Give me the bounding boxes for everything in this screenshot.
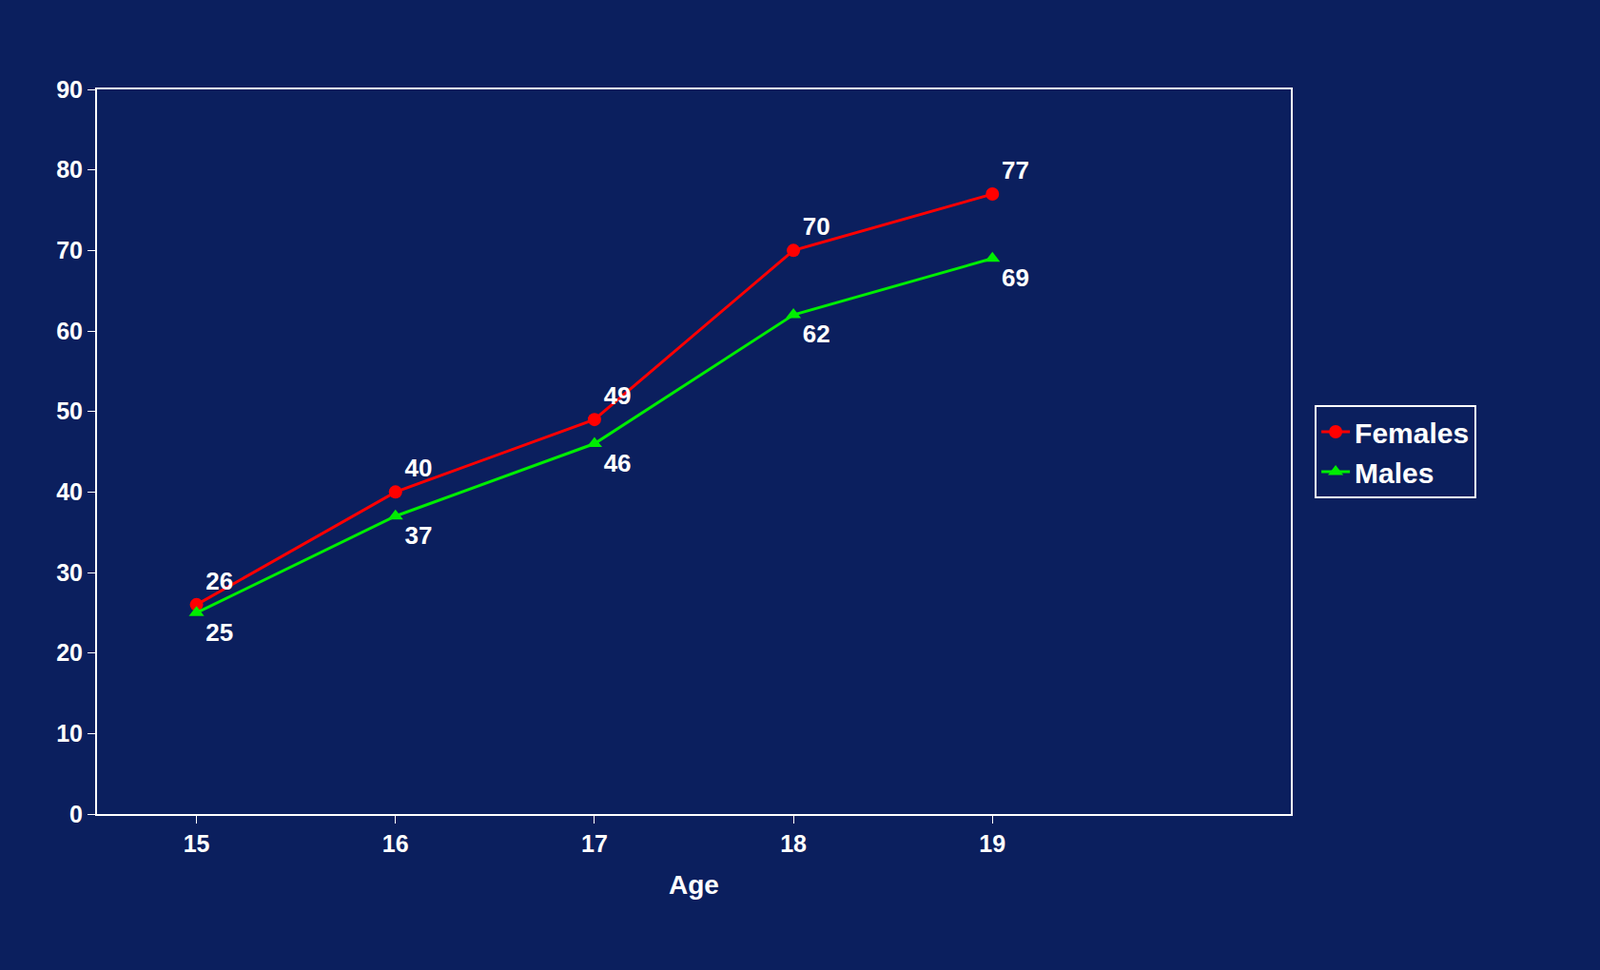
svg-text:37: 37 — [405, 521, 433, 550]
svg-text:40: 40 — [56, 478, 83, 506]
svg-text:70: 70 — [56, 236, 83, 264]
svg-text:90: 90 — [56, 76, 83, 103]
svg-text:Age: Age — [668, 870, 720, 900]
svg-text:80: 80 — [56, 156, 83, 183]
svg-text:10: 10 — [56, 720, 83, 747]
svg-text:50: 50 — [56, 397, 83, 425]
svg-text:Males: Males — [1354, 457, 1434, 489]
svg-text:0: 0 — [69, 800, 83, 828]
svg-text:19: 19 — [978, 830, 1006, 858]
svg-text:Females: Females — [1354, 417, 1469, 449]
svg-text:62: 62 — [802, 319, 831, 349]
svg-text:25: 25 — [205, 618, 234, 647]
svg-text:40: 40 — [405, 453, 433, 483]
svg-text:60: 60 — [56, 317, 83, 345]
svg-text:20: 20 — [56, 639, 83, 666]
svg-text:15: 15 — [183, 830, 211, 858]
svg-text:17: 17 — [581, 830, 608, 858]
svg-text:18: 18 — [780, 830, 807, 858]
svg-text:26: 26 — [205, 566, 234, 596]
svg-text:30: 30 — [56, 559, 83, 586]
svg-text:69: 69 — [1001, 263, 1030, 293]
svg-text:49: 49 — [604, 381, 632, 410]
svg-text:70: 70 — [802, 212, 831, 241]
svg-text:77: 77 — [1001, 156, 1030, 185]
svg-text:16: 16 — [382, 830, 410, 858]
svg-text:46: 46 — [604, 448, 632, 478]
